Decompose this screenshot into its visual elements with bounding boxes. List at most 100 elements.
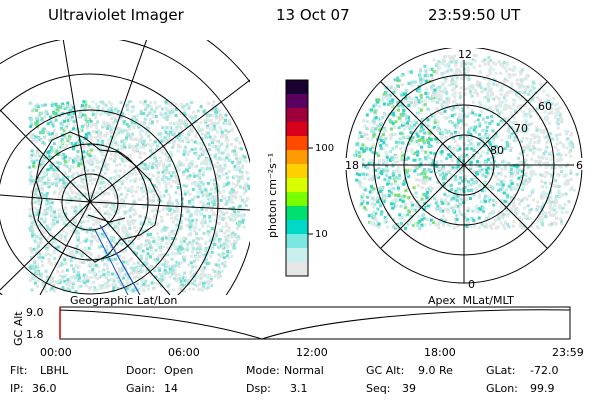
emission-pixel [403,100,407,104]
emission-pixel [406,135,410,138]
emission-pixel [56,153,60,156]
emission-pixel [181,236,185,240]
emission-pixel [389,127,393,131]
emission-pixel [173,209,177,213]
emission-pixel [380,172,384,176]
emission-pixel [238,147,242,151]
emission-pixel [189,261,193,265]
emission-pixel [58,143,62,147]
emission-pixel [420,186,424,190]
emission-pixel [71,146,75,150]
emission-pixel [84,103,88,107]
emission-pixel [145,271,148,274]
emission-pixel [61,102,65,106]
emission-pixel [370,137,374,141]
emission-pixel [33,277,37,281]
emission-pixel [43,173,47,177]
emission-pixel [412,186,416,190]
emission-pixel [547,121,551,125]
emission-pixel [188,114,192,118]
emission-pixel [33,237,37,241]
emission-pixel [128,289,132,293]
emission-pixel [143,175,146,179]
emission-pixel [125,105,129,109]
emission-pixel [358,133,362,137]
emission-pixel [443,90,446,94]
emission-pixel [109,128,113,132]
emission-pixel [460,61,464,65]
emission-pixel [45,173,49,177]
emission-pixel [174,237,178,241]
emission-pixel [208,135,212,139]
emission-pixel [452,106,456,110]
emission-pixel [391,147,395,151]
emission-pixel [550,200,554,204]
emission-pixel [40,180,44,183]
emission-pixel [541,185,544,189]
emission-pixel [139,165,143,169]
emission-pixel [171,145,175,149]
emission-pixel [454,203,458,207]
emission-pixel [32,233,36,237]
emission-pixel [484,175,488,179]
emission-pixel [492,68,496,72]
emission-pixel [194,147,197,151]
emission-pixel [118,203,121,207]
emission-pixel [212,107,216,111]
emission-pixel [87,153,91,157]
emission-pixel [392,173,395,177]
emission-pixel [41,161,45,165]
emission-pixel [167,289,171,293]
emission-pixel [82,220,86,223]
emission-pixel [214,186,218,190]
emission-pixel [56,281,60,285]
emission-pixel [110,117,114,120]
emission-pixel [463,71,467,75]
emission-pixel [464,123,468,127]
emission-pixel [202,151,206,155]
emission-pixel [157,182,161,186]
emission-pixel [227,130,231,134]
emission-pixel [388,133,392,137]
emission-pixel [138,235,142,239]
emission-pixel [89,216,93,219]
colorbar-tick-10: 10 [315,229,328,240]
emission-pixel [202,161,206,165]
emission-pixel [499,187,503,191]
colorbar-segment [286,136,308,151]
emission-pixel [543,110,547,114]
emission-pixel [112,175,116,179]
emission-pixel [79,185,83,189]
emission-pixel [53,190,57,194]
emission-pixel [160,279,164,283]
emission-pixel [200,236,204,240]
emission-pixel [84,100,88,104]
emission-pixel [168,232,172,236]
emission-pixel [174,122,178,126]
emission-pixel [62,140,66,144]
emission-pixel [230,190,234,194]
emission-pixel [146,216,150,220]
emission-pixel [378,170,382,174]
emission-pixel [95,160,99,164]
emission-pixel [105,168,109,171]
emission-pixel [95,130,99,134]
emission-pixel [241,220,245,224]
emission-pixel [62,156,66,160]
geographic-map [0,40,250,295]
emission-pixel [443,71,447,74]
emission-pixel [225,229,229,233]
emission-pixel [84,239,88,243]
emission-pixel [93,275,97,279]
emission-pixel [208,199,212,203]
emission-pixel [238,157,242,161]
emission-pixel [496,83,500,86]
emission-pixel [569,140,573,144]
emission-pixel [190,274,194,278]
emission-pixel [180,247,184,251]
emission-pixel [109,143,113,146]
emission-pixel [525,214,529,218]
emission-pixel [72,172,76,176]
emission-pixel [514,92,518,96]
emission-pixel [417,205,421,209]
